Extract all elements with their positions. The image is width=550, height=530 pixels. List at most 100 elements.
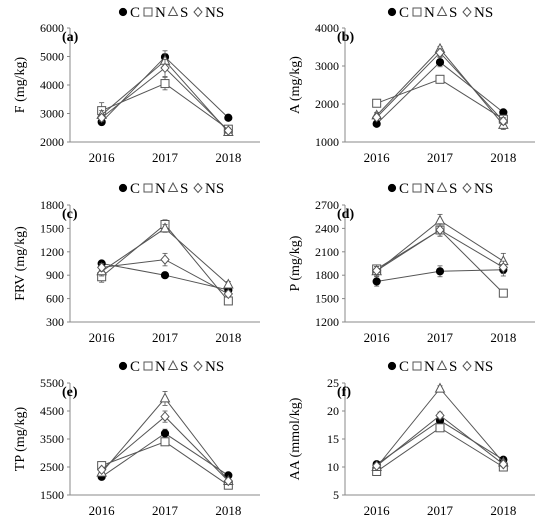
legend-label-N: N bbox=[155, 359, 166, 375]
legend: C N S NS bbox=[387, 181, 493, 197]
legend-label-C: C bbox=[130, 181, 140, 197]
legend-label-N: N bbox=[155, 181, 166, 197]
y-tick-label: 4000 bbox=[315, 21, 339, 35]
legend-marker-NS bbox=[462, 6, 472, 18]
data-point bbox=[160, 437, 170, 447]
data-point bbox=[160, 79, 170, 89]
data-point bbox=[223, 278, 234, 289]
x-tick-label: 2018 bbox=[490, 503, 516, 518]
y-tick-label: 1500 bbox=[40, 221, 64, 235]
legend-marker-NS bbox=[193, 182, 203, 194]
y-tick-label: 6000 bbox=[40, 21, 64, 35]
x-tick-label: 2017 bbox=[152, 503, 179, 518]
y-tick-label: 1000 bbox=[315, 135, 339, 149]
series-NS bbox=[371, 410, 509, 472]
data-point bbox=[498, 288, 508, 298]
y-tick-label: 1800 bbox=[40, 198, 64, 212]
data-point bbox=[435, 224, 445, 236]
data-point bbox=[223, 475, 234, 487]
data-point bbox=[435, 47, 445, 58]
panel-label: (a) bbox=[62, 30, 79, 45]
data-point bbox=[159, 392, 171, 403]
legend-marker-S bbox=[436, 181, 448, 192]
y-tick-label: 5000 bbox=[40, 50, 64, 64]
data-point bbox=[435, 410, 445, 421]
x-tick-label: 2016 bbox=[89, 150, 116, 165]
data-point bbox=[96, 262, 107, 273]
y-tick-label: 15 bbox=[327, 432, 339, 446]
data-point bbox=[435, 74, 445, 84]
y-tick-label: 4000 bbox=[40, 78, 64, 92]
legend-label-N: N bbox=[424, 359, 435, 375]
legend-label-C: C bbox=[399, 181, 409, 197]
x-tick-label: 2018 bbox=[215, 150, 241, 165]
y-tick-label: 5 bbox=[333, 488, 339, 502]
panel-label: (f) bbox=[337, 385, 351, 400]
series-NS bbox=[371, 223, 509, 276]
panel-d: 1200 1500 1800 2100 2400 2700 2016 2017 2018 (d) P… bbox=[288, 181, 535, 345]
x-tick-label: 2017 bbox=[427, 330, 454, 345]
data-point bbox=[434, 382, 446, 393]
data-point bbox=[435, 58, 445, 67]
legend-label-NS: NS bbox=[205, 181, 224, 197]
legend-marker-N bbox=[412, 7, 422, 17]
x-tick-label: 2017 bbox=[152, 150, 179, 165]
legend-marker-S bbox=[436, 359, 448, 370]
legend: C N S NS bbox=[118, 5, 224, 21]
y-tick-label: 4500 bbox=[40, 404, 64, 418]
y-tick-label: 1500 bbox=[315, 292, 339, 306]
series-line bbox=[101, 83, 229, 130]
legend-marker-S bbox=[167, 5, 179, 16]
legend: C N S NS bbox=[387, 5, 493, 21]
y-tick-label: 2100 bbox=[315, 245, 339, 259]
y-tick-label: 20 bbox=[327, 404, 339, 418]
legend: C N S NS bbox=[118, 181, 224, 197]
data-point bbox=[223, 125, 234, 136]
legend-label-NS: NS bbox=[474, 5, 493, 21]
legend-label-C: C bbox=[399, 5, 409, 21]
data-point bbox=[159, 222, 171, 233]
series-C bbox=[372, 263, 508, 287]
legend-marker-C bbox=[118, 7, 128, 17]
legend-label-N: N bbox=[424, 5, 435, 21]
legend-label-S: S bbox=[449, 5, 457, 21]
legend-marker-C bbox=[387, 7, 397, 17]
data-point bbox=[371, 265, 382, 276]
legend-marker-NS bbox=[193, 6, 203, 18]
legend-label-C: C bbox=[130, 359, 140, 375]
y-axis-label: F (mg/kg) bbox=[13, 56, 28, 113]
legend-marker-NS bbox=[462, 360, 472, 372]
y-tick-label: 25 bbox=[327, 376, 339, 390]
series-line bbox=[376, 78, 504, 120]
y-tick-label: 2000 bbox=[315, 97, 339, 111]
y-tick-label: 3000 bbox=[40, 107, 64, 121]
series-C bbox=[372, 57, 508, 128]
legend-label-S: S bbox=[449, 181, 457, 197]
data-point bbox=[371, 112, 382, 123]
x-tick-label: 2017 bbox=[427, 503, 454, 518]
data-point bbox=[96, 112, 107, 124]
legend: C N S NS bbox=[387, 359, 493, 375]
y-tick-label: 3000 bbox=[315, 59, 339, 73]
legend-marker-C bbox=[118, 183, 128, 193]
y-tick-label: 1800 bbox=[315, 268, 339, 282]
x-tick-label: 2016 bbox=[364, 150, 391, 165]
series-NS bbox=[371, 47, 509, 127]
series-line bbox=[101, 415, 229, 482]
legend: C N S NS bbox=[118, 359, 224, 375]
panel-a: 2000 3000 4000 5000 6000 2016 2017 2018 (a) F (mg… bbox=[13, 5, 260, 165]
data-point bbox=[160, 271, 170, 280]
legend-label-S: S bbox=[180, 5, 188, 21]
y-axis-label: FRV (mg/kg) bbox=[13, 226, 28, 301]
legend-marker-C bbox=[118, 361, 128, 371]
panel-b: 1000 2000 3000 4000 2016 2017 2018 (b) A (mg/kg)… bbox=[288, 5, 535, 165]
y-axis-label: AA (mmol/kg) bbox=[288, 397, 303, 480]
x-tick-label: 2018 bbox=[215, 503, 241, 518]
legend-label-NS: NS bbox=[474, 359, 493, 375]
legend-label-NS: NS bbox=[205, 359, 224, 375]
series-NS bbox=[96, 58, 234, 136]
legend-marker-S bbox=[167, 359, 179, 370]
y-tick-label: 3500 bbox=[40, 432, 64, 446]
data-point bbox=[434, 214, 446, 225]
